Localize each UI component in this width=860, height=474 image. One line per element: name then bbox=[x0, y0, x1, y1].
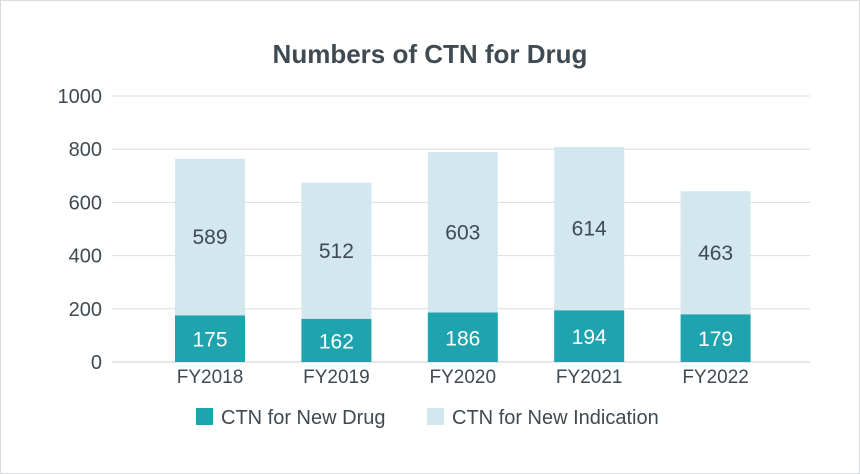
legend: CTN for New Drug CTN for New Indication bbox=[196, 407, 659, 429]
data-label-new-indication: 589 bbox=[192, 226, 227, 249]
data-label-new-drug: 194 bbox=[572, 326, 607, 349]
bar-new-drug-FY2020 bbox=[427, 312, 498, 362]
bars: 589 175 512 162 603 186 614 194 463 179 bbox=[175, 147, 751, 362]
bar-new-indication-FY2020 bbox=[427, 152, 498, 313]
x-tick-label: FY2022 bbox=[682, 367, 749, 388]
legend-swatch bbox=[196, 408, 213, 425]
bar-new-drug-FY2021 bbox=[554, 310, 625, 362]
y-tick-label: 800 bbox=[69, 139, 102, 161]
y-tick-label: 200 bbox=[69, 299, 102, 321]
bar-new-indication-FY2022 bbox=[680, 191, 751, 315]
y-tick-label: 600 bbox=[69, 192, 102, 214]
x-axis-ticks: FY2018 FY2019 FY2020 FY2021 FY2022 bbox=[177, 367, 749, 388]
data-label-new-indication: 463 bbox=[698, 242, 733, 265]
bar-new-indication-FY2018 bbox=[175, 158, 245, 316]
data-label-new-indication: 614 bbox=[572, 218, 607, 241]
bar-new-drug-FY2018 bbox=[175, 315, 245, 362]
data-label-new-indication: 603 bbox=[445, 221, 480, 244]
bar-new-drug-FY2022 bbox=[680, 314, 751, 362]
x-tick-label: FY2019 bbox=[303, 367, 370, 388]
legend-swatch bbox=[427, 408, 444, 425]
chart-title: Numbers of CTN for Drug bbox=[273, 39, 588, 69]
legend-label: CTN for New Drug bbox=[221, 407, 385, 429]
bar-new-drug-FY2019 bbox=[301, 318, 372, 362]
x-tick-label: FY2018 bbox=[177, 367, 244, 388]
legend-label: CTN for New Indication bbox=[452, 407, 659, 429]
y-tick-label: 400 bbox=[69, 246, 102, 268]
x-tick-label: FY2020 bbox=[430, 367, 497, 388]
bar-new-indication-FY2019 bbox=[301, 182, 372, 319]
y-tick-label: 1000 bbox=[58, 86, 103, 108]
data-label-new-drug: 179 bbox=[698, 328, 733, 351]
data-label-new-drug: 162 bbox=[319, 330, 354, 353]
bar-new-indication-FY2021 bbox=[554, 147, 625, 311]
x-tick-label: FY2021 bbox=[556, 367, 623, 388]
data-label-new-drug: 175 bbox=[192, 329, 227, 352]
y-tick-label: 0 bbox=[91, 352, 102, 374]
data-label-new-drug: 186 bbox=[445, 327, 480, 350]
data-label-new-indication: 512 bbox=[319, 240, 354, 263]
y-axis-ticks: 0 200 400 600 800 1000 bbox=[58, 86, 103, 374]
